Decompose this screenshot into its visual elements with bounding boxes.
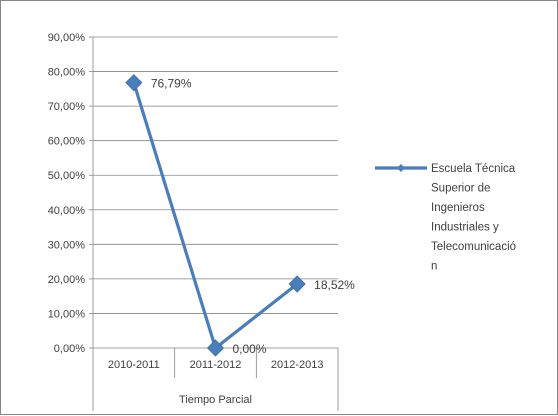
y-tick-label: 0,00% xyxy=(54,343,85,355)
data-point-marker xyxy=(125,74,143,92)
gridlines xyxy=(93,36,338,314)
y-tick-label: 90,00% xyxy=(48,32,86,44)
legend-label: Superior de xyxy=(431,183,490,195)
legend-label: Industriales y xyxy=(431,222,499,234)
legend-label: Escuela Técnica xyxy=(431,163,516,175)
legend-label: Ingenieros xyxy=(431,202,485,214)
series-layer xyxy=(125,74,306,357)
x-group-label: Tiempo Parcial xyxy=(179,394,252,406)
x-category-label: 2012-2013 xyxy=(271,359,324,371)
data-label: 76,79% xyxy=(151,77,192,91)
y-tick-label: 50,00% xyxy=(48,170,86,182)
y-tick-label: 40,00% xyxy=(48,205,86,217)
legend-marker xyxy=(397,164,405,172)
x-category-label: 2011-2012 xyxy=(190,359,242,371)
y-tick-label: 70,00% xyxy=(48,101,86,113)
data-label: 0,00% xyxy=(233,342,267,356)
x-category-label: 2010-2011 xyxy=(108,359,160,371)
y-tick-label: 10,00% xyxy=(48,308,86,320)
legend-label: n xyxy=(431,261,437,273)
series-line xyxy=(132,82,299,350)
data-labels: 76,79% 0,00% 18,52% xyxy=(151,77,355,356)
data-label: 18,52% xyxy=(314,278,355,292)
y-tick-label: 30,00% xyxy=(48,239,86,251)
data-point-marker xyxy=(206,339,225,357)
legend: Escuela Técnica Superior de Ingenieros Indu… xyxy=(375,163,516,273)
data-point-marker xyxy=(288,275,306,293)
y-tick-label: 60,00% xyxy=(48,136,86,148)
legend-label: Telecomunicació xyxy=(431,241,516,253)
y-tick-label: 80,00% xyxy=(48,67,86,79)
y-tick-label: 20,00% xyxy=(48,274,86,286)
axes: 0,00% 10,00% 20,00% 30,00% 40,00% 50,00% 60,00… xyxy=(48,32,339,411)
